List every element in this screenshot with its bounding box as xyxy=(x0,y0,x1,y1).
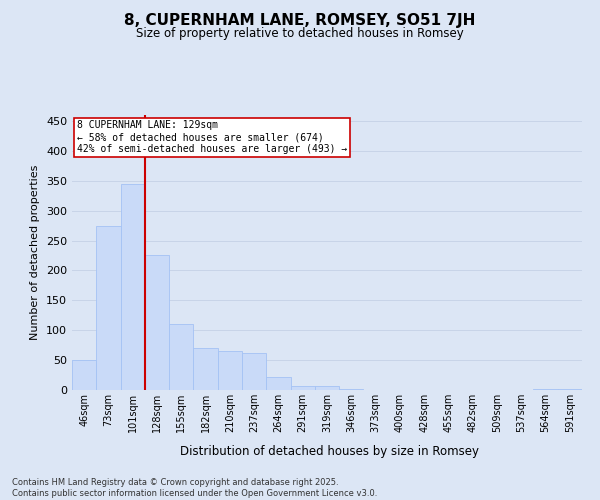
Y-axis label: Number of detached properties: Number of detached properties xyxy=(31,165,40,340)
Text: Contains HM Land Registry data © Crown copyright and database right 2025.
Contai: Contains HM Land Registry data © Crown c… xyxy=(12,478,377,498)
Bar xyxy=(558,389,582,390)
Text: Size of property relative to detached houses in Romsey: Size of property relative to detached ho… xyxy=(136,28,464,40)
Bar xyxy=(193,348,218,390)
Bar xyxy=(290,386,315,390)
Bar xyxy=(96,226,121,390)
Text: 8, CUPERNHAM LANE, ROMSEY, SO51 7JH: 8, CUPERNHAM LANE, ROMSEY, SO51 7JH xyxy=(124,12,476,28)
Bar xyxy=(145,256,169,390)
Bar xyxy=(242,353,266,390)
Bar xyxy=(315,386,339,390)
Bar xyxy=(72,360,96,390)
Text: Distribution of detached houses by size in Romsey: Distribution of detached houses by size … xyxy=(181,444,479,458)
Text: 8 CUPERNHAM LANE: 129sqm
← 58% of detached houses are smaller (674)
42% of semi-: 8 CUPERNHAM LANE: 129sqm ← 58% of detach… xyxy=(77,120,347,154)
Bar xyxy=(218,351,242,390)
Bar xyxy=(169,324,193,390)
Bar xyxy=(121,184,145,390)
Bar xyxy=(266,377,290,390)
